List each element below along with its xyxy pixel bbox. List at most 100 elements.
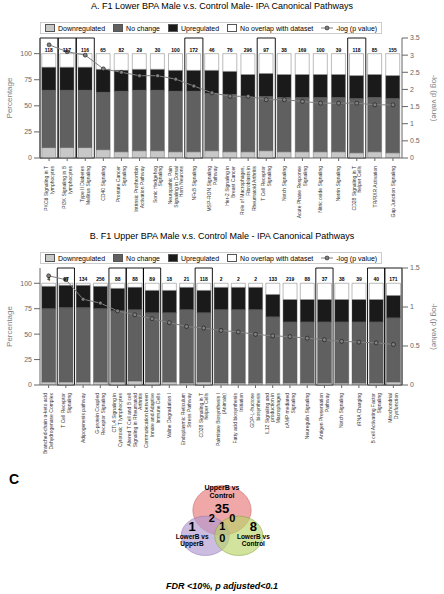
svg-text:Palmitate Biosynthesis I(Anima: Palmitate Biosynthesis I(Animals): [215, 393, 227, 446]
svg-text:118: 118: [200, 276, 208, 282]
svg-text:Neuropathic PainSignaling in D: Neuropathic PainSignaling in DorsalHorn …: [167, 166, 185, 208]
svg-text:172: 172: [189, 47, 198, 53]
svg-text:Role of Macrophages,Fibroblast: Role of Macrophages,Fibroblasts inRheuma…: [239, 166, 257, 215]
svg-text:CTL4 Signaling inCytotoxic T l: CTL4 Signaling inCytotoxic T lymphocytes: [111, 393, 123, 448]
svg-text:97: 97: [63, 276, 69, 282]
svg-text:Intrinsic ProthrombinActivatio: Intrinsic ProthrombinActivation Pathway: [133, 166, 145, 212]
svg-text:3: 3: [410, 52, 414, 59]
svg-text:Notch Signaling: Notch Signaling: [338, 393, 344, 428]
svg-text:Type II DiabetesMellitus Signa: Type II DiabetesMellitus Signaling: [79, 166, 91, 205]
svg-text:65: 65: [100, 47, 106, 53]
svg-text:169: 169: [298, 47, 307, 53]
svg-text:0.5: 0.5: [410, 342, 420, 349]
svg-text:2: 2: [254, 276, 257, 282]
svg-text:MSP-RON SignalingPathway: MSP-RON SignalingPathway: [206, 166, 218, 212]
svg-text:21: 21: [184, 276, 190, 282]
svg-text:88: 88: [305, 276, 311, 282]
svg-text:MitochondrialDysfunction: MitochondrialDysfunction: [387, 393, 399, 423]
svg-text:8: 8: [250, 519, 257, 534]
svg-text:82: 82: [118, 47, 124, 53]
svg-text:T Cell ReceptorSignaling: T Cell ReceptorSignaling: [260, 166, 272, 201]
svg-text:0: 0: [28, 154, 32, 161]
svg-text:cAMP mediatedSignaling: cAMP mediatedSignaling: [284, 393, 296, 428]
svg-text:219: 219: [286, 276, 295, 282]
svg-text:0: 0: [28, 381, 32, 388]
svg-text:-log (p value): -log (p value): [430, 75, 436, 122]
svg-text:0.5: 0.5: [410, 137, 420, 144]
svg-text:B cell Activating FactorSignal: B cell Activating FactorSignaling: [370, 393, 382, 444]
svg-text:18: 18: [167, 276, 173, 282]
svg-text:LowerB vsUpperB: LowerB vsUpperB: [176, 533, 209, 548]
svg-text:0: 0: [229, 512, 235, 524]
svg-text:3.5: 3.5: [410, 34, 420, 41]
svg-text:4: 4: [47, 276, 50, 282]
svg-text:50: 50: [24, 102, 32, 109]
svg-text:UpperB vsControl: UpperB vsControl: [204, 484, 239, 499]
svg-text:37: 37: [322, 276, 328, 282]
svg-text:Antigen PresentationPathway: Antigen PresentationPathway: [318, 393, 330, 440]
svg-text:G-protein CoupledReceptor Sign: G-protein CoupledReceptor Signaling: [94, 393, 106, 435]
svg-text:Percentage: Percentage: [8, 305, 14, 346]
svg-text:GDP-L-fructosebiosynthesis: GDP-L-fructosebiosynthesis: [249, 393, 261, 428]
svg-text:Branched-chain α-keto acidDehy: Branched-chain α-keto acidDehydrogenase …: [42, 393, 54, 454]
svg-text:38: 38: [281, 47, 287, 53]
svg-text:100: 100: [20, 280, 32, 287]
svg-text:88: 88: [115, 276, 121, 282]
svg-text:Notch Signaling: Notch Signaling: [281, 166, 287, 201]
svg-text:38: 38: [339, 276, 345, 282]
svg-text:Communication betweenInnate an: Communication betweenInnate and Adaptive…: [143, 393, 161, 449]
svg-text:118: 118: [45, 47, 53, 53]
svg-text:133: 133: [269, 276, 278, 282]
svg-text:Valine Degradation I: Valine Degradation I: [166, 393, 172, 438]
svg-text:CD40 Signaling: CD40 Signaling: [100, 166, 106, 201]
svg-text:Nitric oxide Signaling: Nitric oxide Signaling: [317, 166, 323, 213]
svg-text:Endoplasmic ReticulumStress Pa: Endoplasmic ReticulumStress Pathway: [180, 393, 192, 446]
svg-text:117: 117: [63, 47, 71, 53]
svg-text:118: 118: [352, 47, 360, 53]
svg-text:0: 0: [410, 381, 414, 388]
svg-text:76: 76: [227, 47, 233, 53]
svg-text:PI3K Signaling in Blymphocytes: PI3K Signaling in Blymphocytes: [61, 165, 73, 208]
svg-text:35: 35: [215, 501, 229, 516]
svg-text:155: 155: [389, 47, 398, 53]
svg-text:Percentage: Percentage: [8, 77, 14, 118]
svg-text:100: 100: [171, 47, 180, 53]
svg-text:75: 75: [24, 76, 32, 83]
svg-text:C: C: [9, 471, 19, 487]
svg-text:1: 1: [410, 120, 414, 127]
svg-text:100: 100: [20, 50, 32, 57]
svg-text:Adipogenesis pathway: Adipogenesis pathway: [80, 393, 86, 444]
svg-text:FDR <10%, p adjusted<0.1: FDR <10%, p adjusted<0.1: [166, 581, 278, 591]
svg-text:Acute Phase ResponseSignaling: Acute Phase ResponseSignaling: [296, 166, 308, 218]
svg-text:0: 0: [219, 532, 225, 544]
svg-text:75: 75: [24, 305, 32, 312]
svg-text:2.5: 2.5: [410, 69, 420, 76]
svg-text:134: 134: [79, 276, 88, 282]
svg-text:-log (p value): -log (p value): [430, 303, 436, 350]
svg-text:46: 46: [209, 47, 215, 53]
svg-text:2: 2: [410, 86, 414, 93]
svg-text:39: 39: [356, 276, 362, 282]
svg-text:2: 2: [237, 276, 240, 282]
svg-text:IL12 Signaling andproduction i: IL12 Signaling andproduction inMacrophag…: [264, 393, 282, 435]
svg-text:2: 2: [220, 276, 223, 282]
svg-text:T Cell ReceptorSignaling: T Cell ReceptorSignaling: [60, 393, 72, 428]
svg-text:PKCθ Signaling in Tlymphocytes: PKCθ Signaling in Tlymphocytes: [43, 166, 55, 211]
svg-text:39: 39: [336, 47, 342, 53]
svg-text:Netrin Signaling: Netrin Signaling: [335, 166, 341, 202]
svg-text:29: 29: [137, 47, 143, 53]
svg-text:296: 296: [244, 47, 253, 53]
svg-text:Gap Junction Signaling: Gap Junction Signaling: [390, 166, 396, 218]
svg-text:50: 50: [24, 331, 32, 338]
svg-text:40: 40: [373, 276, 379, 282]
svg-text:30: 30: [155, 47, 161, 53]
svg-text:100: 100: [316, 47, 325, 53]
svg-text:89: 89: [149, 276, 155, 282]
svg-text:1: 1: [219, 520, 225, 532]
svg-text:1.5: 1.5: [410, 103, 420, 110]
svg-text:CD28 Signaling in Thelper Cell: CD28 Signaling in Thelper Cells: [198, 393, 210, 438]
svg-text:Sonic HedgehogSignaling: Sonic HedgehogSignaling: [152, 166, 164, 203]
svg-text:25: 25: [24, 356, 32, 363]
svg-text:256: 256: [96, 276, 105, 282]
svg-text:LowerB vsControl: LowerB vsControl: [237, 533, 270, 547]
